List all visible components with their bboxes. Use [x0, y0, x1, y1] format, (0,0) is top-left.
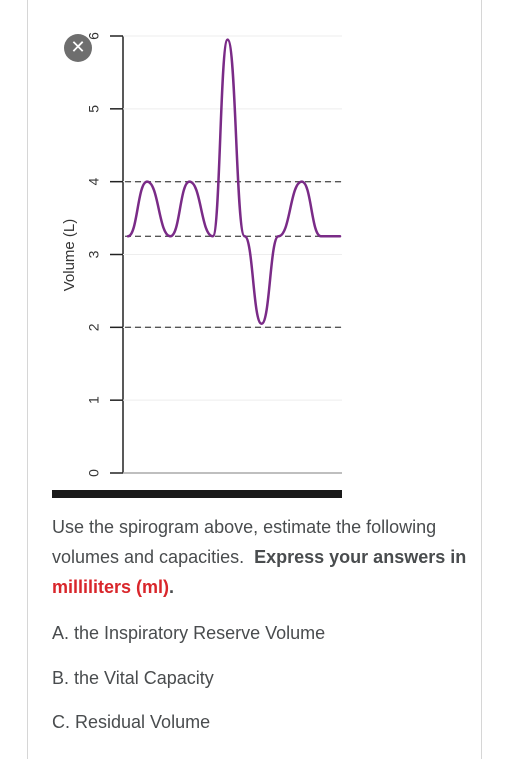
close-icon[interactable]: ✕ [64, 34, 92, 62]
item-c: C. Residual Volume [52, 712, 211, 732]
y-tick-label: 3 [86, 250, 102, 258]
y-tick-label: 6 [86, 32, 102, 40]
spirogram-trace [126, 38, 342, 325]
item-a: A. the Inspiratory Reserve Volume [52, 623, 326, 643]
question-text: Use the spirogram above, estimate the fo… [52, 512, 472, 602]
y-tick-label: 4 [86, 178, 102, 186]
question-period: . [169, 577, 175, 597]
card-border-right [481, 0, 482, 759]
question-bold: Express your answers in [254, 547, 467, 567]
card-border-left [27, 0, 28, 759]
item-b: B. the Vital Capacity [52, 668, 214, 688]
y-axis-label: Volume (L) [61, 219, 78, 292]
question-intro: Use the spirogram above, estimate the fo… [52, 517, 437, 567]
y-tick-label: 0 [86, 469, 102, 477]
y-tick-label: 2 [86, 323, 102, 331]
y-tick-label: 1 [86, 396, 102, 404]
chart-bottom-bar [52, 490, 342, 498]
spirogram-chart: 0 1 2 3 4 5 6 Volume (L) [52, 32, 342, 498]
y-tick-label: 5 [86, 105, 102, 113]
question-unit: milliliters (ml) [52, 577, 170, 597]
